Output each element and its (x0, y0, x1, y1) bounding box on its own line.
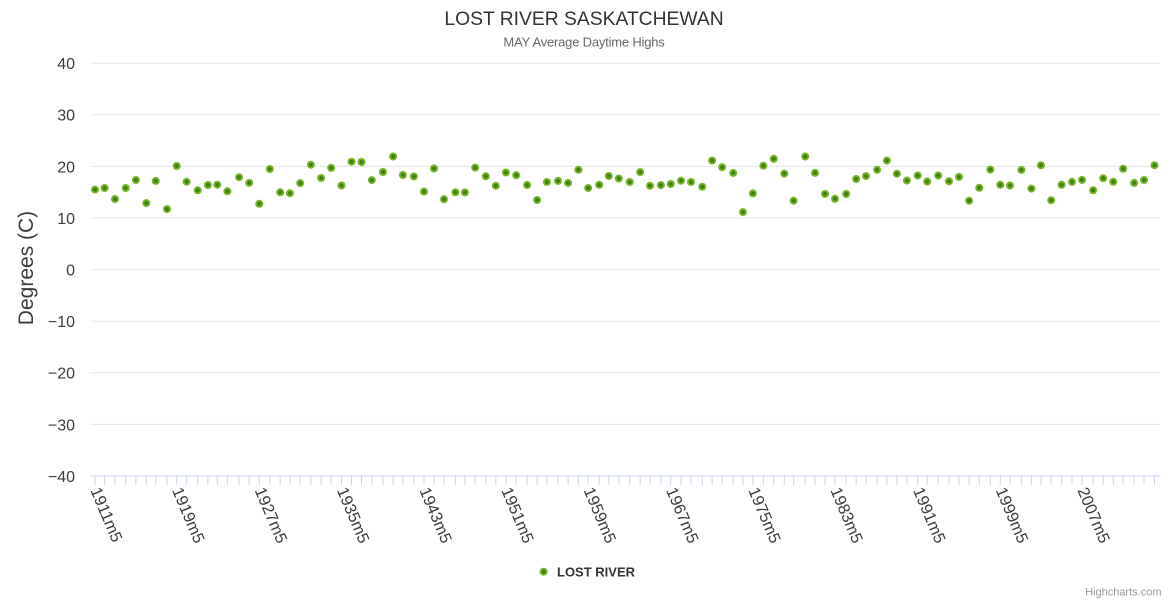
svg-text:−20: −20 (48, 366, 75, 383)
svg-text:−10: −10 (48, 314, 75, 331)
svg-text:−30: −30 (48, 417, 75, 434)
svg-text:20: 20 (57, 159, 75, 176)
svg-text:40: 40 (57, 56, 75, 73)
svg-text:MAY Average Daytime Highs: MAY Average Daytime Highs (503, 35, 665, 50)
svg-text:30: 30 (57, 108, 75, 125)
svg-text:Degrees (C): Degrees (C) (15, 211, 38, 325)
svg-text:−40: −40 (48, 469, 75, 486)
svg-text:10: 10 (57, 211, 75, 228)
svg-text:Highcharts.com: Highcharts.com (1085, 586, 1161, 598)
svg-text:LOST RIVER SASKATCHEWAN: LOST RIVER SASKATCHEWAN (444, 9, 723, 30)
svg-text:0: 0 (66, 263, 75, 280)
svg-text:LOST RIVER: LOST RIVER (557, 565, 636, 580)
